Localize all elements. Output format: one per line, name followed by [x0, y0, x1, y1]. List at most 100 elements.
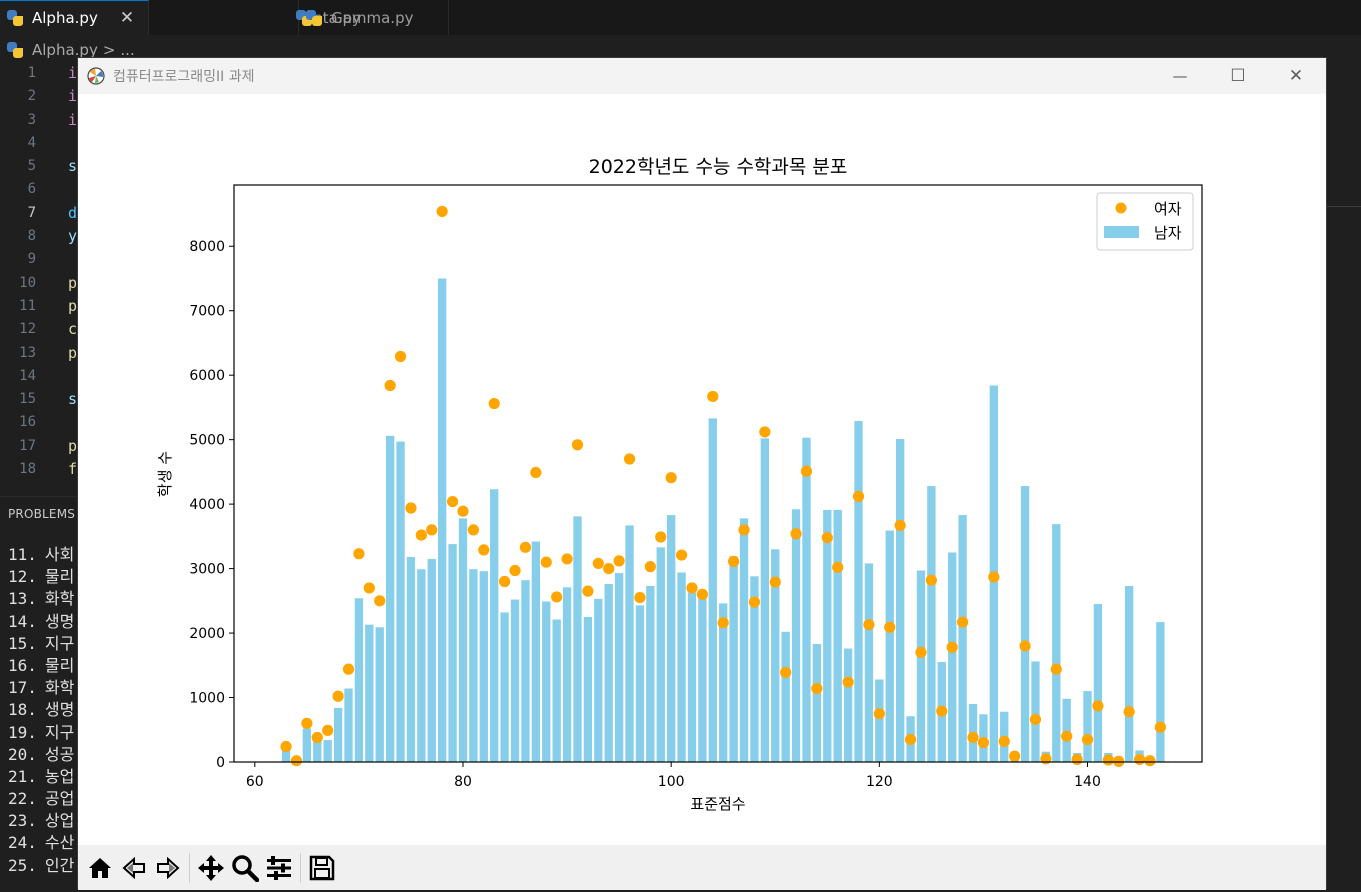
- terminal-line-text: 상업: [44, 811, 75, 831]
- terminal-line-text: 화학: [44, 589, 75, 609]
- home-button[interactable]: [83, 851, 117, 885]
- y-axis-label: 학생 수: [156, 451, 174, 497]
- code-line[interactable]: [68, 178, 77, 201]
- forward-icon: [157, 856, 180, 879]
- point-female: [800, 465, 813, 477]
- point-female: [863, 619, 875, 631]
- point-female: [1133, 753, 1146, 766]
- line-number: 15: [19, 391, 36, 408]
- point-female: [780, 666, 792, 678]
- terminal-line: 12. 물리: [8, 566, 74, 588]
- bar-male: [573, 516, 582, 762]
- figure-canvas[interactable]: 60 80 100 120 140 0 1000 2000 3000 4000 5000 6000 7…: [78, 94, 1326, 845]
- window-title: 컴퓨터프로그래밍II 과제: [113, 69, 255, 85]
- x-tick-label: 80: [454, 774, 472, 790]
- code-line[interactable]: [68, 365, 77, 388]
- bar-male: [1062, 698, 1071, 762]
- minimize-button[interactable]: —: [1172, 67, 1188, 85]
- terminal-line-text: 사회: [44, 545, 75, 564]
- bar-male: [1031, 661, 1040, 762]
- terminal-line-text: 성공: [44, 744, 75, 764]
- maximize-button[interactable]: ☐: [1230, 66, 1246, 86]
- tab-alpha[interactable]: Alpha.py ✕: [0, 0, 150, 35]
- bar-male: [1083, 691, 1092, 762]
- point-female: [988, 571, 1000, 583]
- bar-male: [1124, 586, 1134, 762]
- terminal-line-number: 11.: [8, 545, 37, 564]
- bar-male: [375, 627, 384, 762]
- window-titlebar[interactable]: 컴퓨터프로그래밍II 과제 — ☐ ✕: [78, 58, 1326, 94]
- point-female: [415, 529, 427, 541]
- terminal-line: 16. 물리: [8, 655, 74, 677]
- bar-male: [885, 530, 894, 762]
- configure-subplots-button[interactable]: [262, 851, 296, 885]
- code-line[interactable]: i: [68, 110, 78, 129]
- terminal-line-number: 21.: [8, 766, 37, 786]
- bar-male: [1052, 524, 1061, 762]
- code-line[interactable]: d: [68, 203, 78, 222]
- breadcrumb-rest[interactable]: ...: [120, 41, 135, 59]
- code-line[interactable]: s: [68, 390, 78, 409]
- tab-gamma[interactable]: Gamma.py: [299, 0, 450, 35]
- code-line[interactable]: [68, 248, 77, 271]
- y-tick-label: 2000: [189, 626, 225, 642]
- y-tick-label: 4000: [189, 497, 225, 513]
- bar-male: [510, 599, 520, 762]
- code-line[interactable]: f: [68, 460, 78, 479]
- back-button[interactable]: [117, 851, 151, 885]
- code-line[interactable]: p: [68, 296, 78, 315]
- close-tab-icon[interactable]: ✕: [119, 8, 135, 28]
- breadcrumb-file[interactable]: Alpha.py: [32, 41, 98, 59]
- line-number: 5: [27, 158, 36, 175]
- code-line[interactable]: i: [68, 87, 78, 106]
- legend[interactable]: 여자 남자: [1096, 192, 1194, 251]
- matplotlib-logo-icon: [87, 67, 105, 85]
- code-line[interactable]: s: [68, 157, 78, 176]
- pan-button[interactable]: [194, 851, 228, 885]
- back-icon: [122, 856, 145, 879]
- point-female: [519, 541, 532, 553]
- save-button[interactable]: [305, 851, 339, 885]
- line-number: 18: [19, 461, 36, 478]
- point-female: [301, 717, 313, 729]
- code-line[interactable]: i: [68, 64, 78, 82]
- breadcrumb[interactable]: Alpha.py > ...: [0, 38, 135, 62]
- bar-male: [927, 486, 936, 762]
- zoom-button[interactable]: [228, 851, 262, 885]
- bar-male: [823, 509, 832, 762]
- save-icon: [309, 855, 335, 880]
- point-female: [1113, 755, 1125, 767]
- code-line[interactable]: [68, 411, 77, 434]
- point-female: [1029, 713, 1042, 726]
- tab-beta[interactable]: Beta.py: [149, 0, 361, 35]
- bar-male: [448, 544, 457, 762]
- code-line[interactable]: c: [68, 320, 78, 339]
- x-tick-label: 60: [246, 774, 264, 790]
- point-female: [873, 708, 885, 720]
- point-female: [613, 555, 625, 567]
- code-line[interactable]: p: [68, 273, 78, 292]
- panel-tab-problems[interactable]: PROBLEMS: [8, 507, 76, 521]
- legend-marker-female: [1115, 202, 1127, 214]
- code-line[interactable]: p: [68, 436, 78, 455]
- point-female: [603, 562, 615, 575]
- tab-label: Alpha.py: [32, 9, 98, 27]
- code-line[interactable]: [68, 132, 77, 155]
- point-female: [665, 472, 677, 484]
- bar-chart[interactable]: 60 80 100 120 140 0 1000 2000 3000 4000 5000 6000 7…: [78, 94, 1326, 845]
- point-female: [311, 731, 323, 744]
- point-female: [384, 379, 396, 392]
- point-female: [728, 555, 740, 568]
- pan-icon: [198, 854, 224, 881]
- code-line[interactable]: p: [68, 343, 78, 362]
- line-number: 6: [27, 181, 36, 198]
- code-line[interactable]: y: [68, 227, 78, 246]
- terminal-line: 21. 농업: [8, 766, 74, 788]
- y-tick-label: 6000: [189, 368, 225, 384]
- line-number-gutter: 1 2 3 4 5 6 7 8 9 10 11 12 13 14 15 16 17 18: [0, 62, 60, 481]
- close-button[interactable]: ✕: [1288, 66, 1304, 86]
- forward-button[interactable]: [151, 851, 185, 885]
- bar-male: [614, 573, 624, 762]
- terminal-output[interactable]: 11. 사회 12. 물리 13. 화학 14. 생명 15. 지구 16. 물리 17. 화학 18. 생명…: [8, 544, 74, 877]
